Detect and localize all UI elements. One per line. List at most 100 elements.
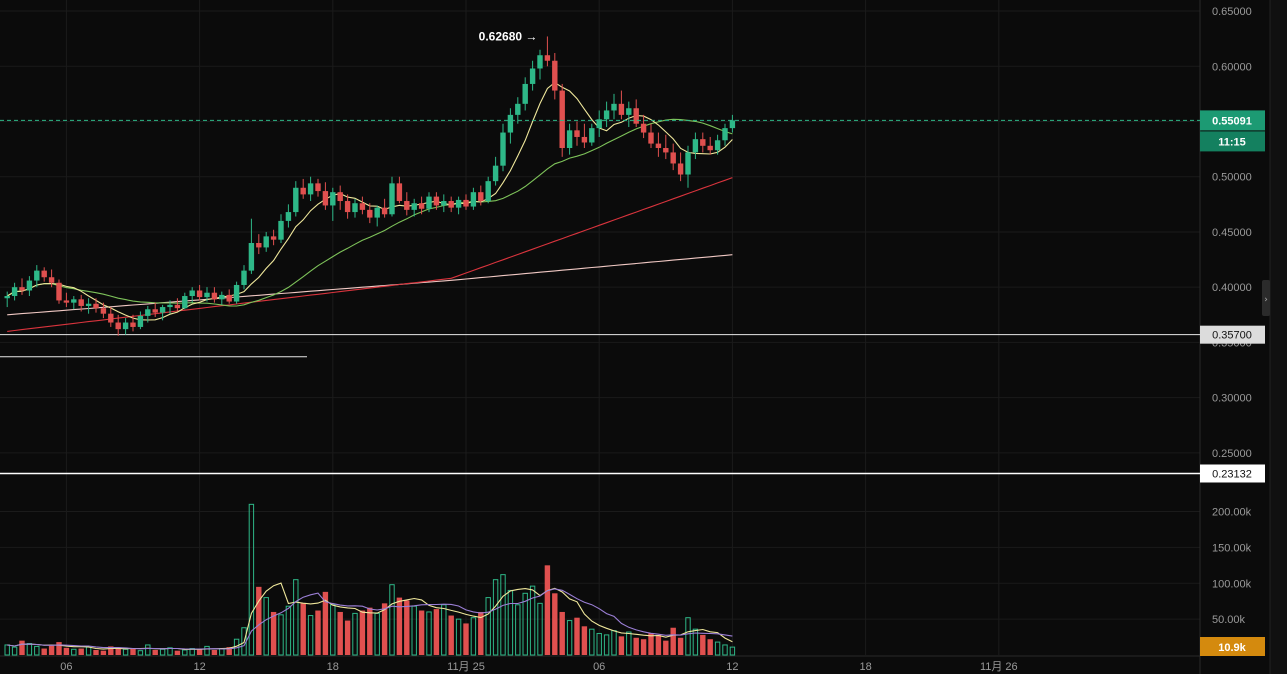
volume-bar <box>685 617 691 656</box>
volume-bar <box>515 604 521 656</box>
volume-bar <box>71 648 77 656</box>
volume-bar <box>167 647 173 656</box>
candle-body <box>226 294 232 302</box>
candle-body <box>478 192 484 202</box>
time-tick-label: 11月 25 <box>447 661 485 673</box>
time-axis[interactable]: 06 12 18 11月 25 06 12 18 11月 26 <box>60 661 1017 673</box>
candle-body <box>722 128 728 141</box>
candle-body <box>56 282 62 301</box>
candle-body <box>189 290 195 297</box>
volume-bar <box>100 650 107 655</box>
volume-bar <box>56 642 62 655</box>
volume-bar <box>122 648 129 656</box>
candle-body <box>596 119 602 129</box>
current-volume-label: 10.9k <box>1218 642 1246 654</box>
candle-body <box>174 304 181 309</box>
volume-bar <box>293 579 299 656</box>
candle-body <box>618 103 625 115</box>
volume-bars <box>4 503 736 656</box>
candle-body <box>470 192 477 207</box>
volume-tick-label: 100.00k <box>1212 578 1252 590</box>
volume-bar <box>441 604 447 656</box>
candle-body <box>285 212 292 221</box>
volume-bar <box>574 617 580 655</box>
candle-body <box>677 163 684 175</box>
right-side-panel[interactable]: › <box>1262 0 1287 674</box>
volume-bar <box>300 603 306 655</box>
volume-bar <box>485 597 491 656</box>
candle-body <box>344 201 351 213</box>
volume-bar <box>270 611 277 655</box>
volume-bar <box>381 603 388 655</box>
candle-body <box>529 68 536 84</box>
candle-body <box>670 152 676 164</box>
candle-body <box>544 55 551 61</box>
volume-bar <box>145 644 151 656</box>
candle-body <box>396 183 403 202</box>
candle-body <box>71 299 77 303</box>
volume-bar <box>159 648 166 656</box>
volume-ma-lines <box>7 582 733 651</box>
volume-bar <box>307 615 314 656</box>
price-tick-label: 0.50000 <box>1212 172 1252 184</box>
volume-bar <box>137 650 144 656</box>
volume-bar <box>655 634 662 655</box>
candle-body <box>367 209 373 218</box>
horizontal-line-label: 0.23132 <box>1212 468 1252 480</box>
volume-bar <box>63 647 70 655</box>
volume-bar <box>470 617 477 656</box>
volume-bar <box>692 628 699 656</box>
candle-body <box>433 196 440 206</box>
ma25-line <box>6 118 733 307</box>
volume-bar <box>248 503 255 656</box>
volume-bar <box>352 612 358 656</box>
candle-body <box>485 181 491 202</box>
volume-bar <box>611 630 617 656</box>
volume-bar <box>344 620 351 655</box>
volume-bar <box>640 639 647 655</box>
volume-axis[interactable]: 200.00k 150.00k 100.00k 50.00k <box>1212 507 1252 627</box>
volume-bar <box>374 612 380 656</box>
high-price-marker: 0.62680 → <box>479 29 538 43</box>
volume-bar <box>559 611 565 655</box>
volume-bar <box>152 649 158 655</box>
candle-body <box>581 136 588 143</box>
candle-body <box>655 143 662 149</box>
volume-bar <box>552 593 558 655</box>
candle-body <box>315 183 321 192</box>
volume-bar <box>263 597 269 656</box>
candle-body <box>455 199 462 208</box>
candle-body <box>256 243 262 248</box>
candle-body <box>507 114 514 133</box>
candle-body <box>411 203 417 210</box>
candle-body <box>85 303 92 306</box>
volume-bar <box>19 640 25 655</box>
candle-body <box>685 152 691 175</box>
side-panel <box>1270 0 1287 674</box>
volume-bar <box>174 650 181 655</box>
candle-body <box>700 139 706 146</box>
candles <box>4 36 736 336</box>
volume-bar <box>26 643 33 656</box>
volume-bar <box>633 637 639 655</box>
volume-bar <box>729 646 736 656</box>
volume-bar <box>93 649 99 655</box>
candle-body <box>204 292 210 298</box>
candle-body <box>270 236 277 240</box>
candle-body <box>359 203 366 210</box>
volume-bar <box>670 627 676 655</box>
price-axis[interactable]: 0.650000.600000.550000.500000.450000.400… <box>1212 6 1252 460</box>
horizontal-line-tag <box>1200 325 1265 344</box>
candle-body <box>603 110 610 120</box>
volume-bar <box>529 585 536 656</box>
price-tick-label: 0.30000 <box>1212 393 1252 405</box>
volume-bar <box>500 574 506 656</box>
time-tick-label: 18 <box>327 661 339 673</box>
candle-body <box>26 280 33 291</box>
candle-body <box>707 145 713 151</box>
volume-bar <box>4 644 10 656</box>
candle-body <box>48 277 55 283</box>
volume-bar <box>714 641 721 656</box>
candle-body <box>196 290 203 298</box>
